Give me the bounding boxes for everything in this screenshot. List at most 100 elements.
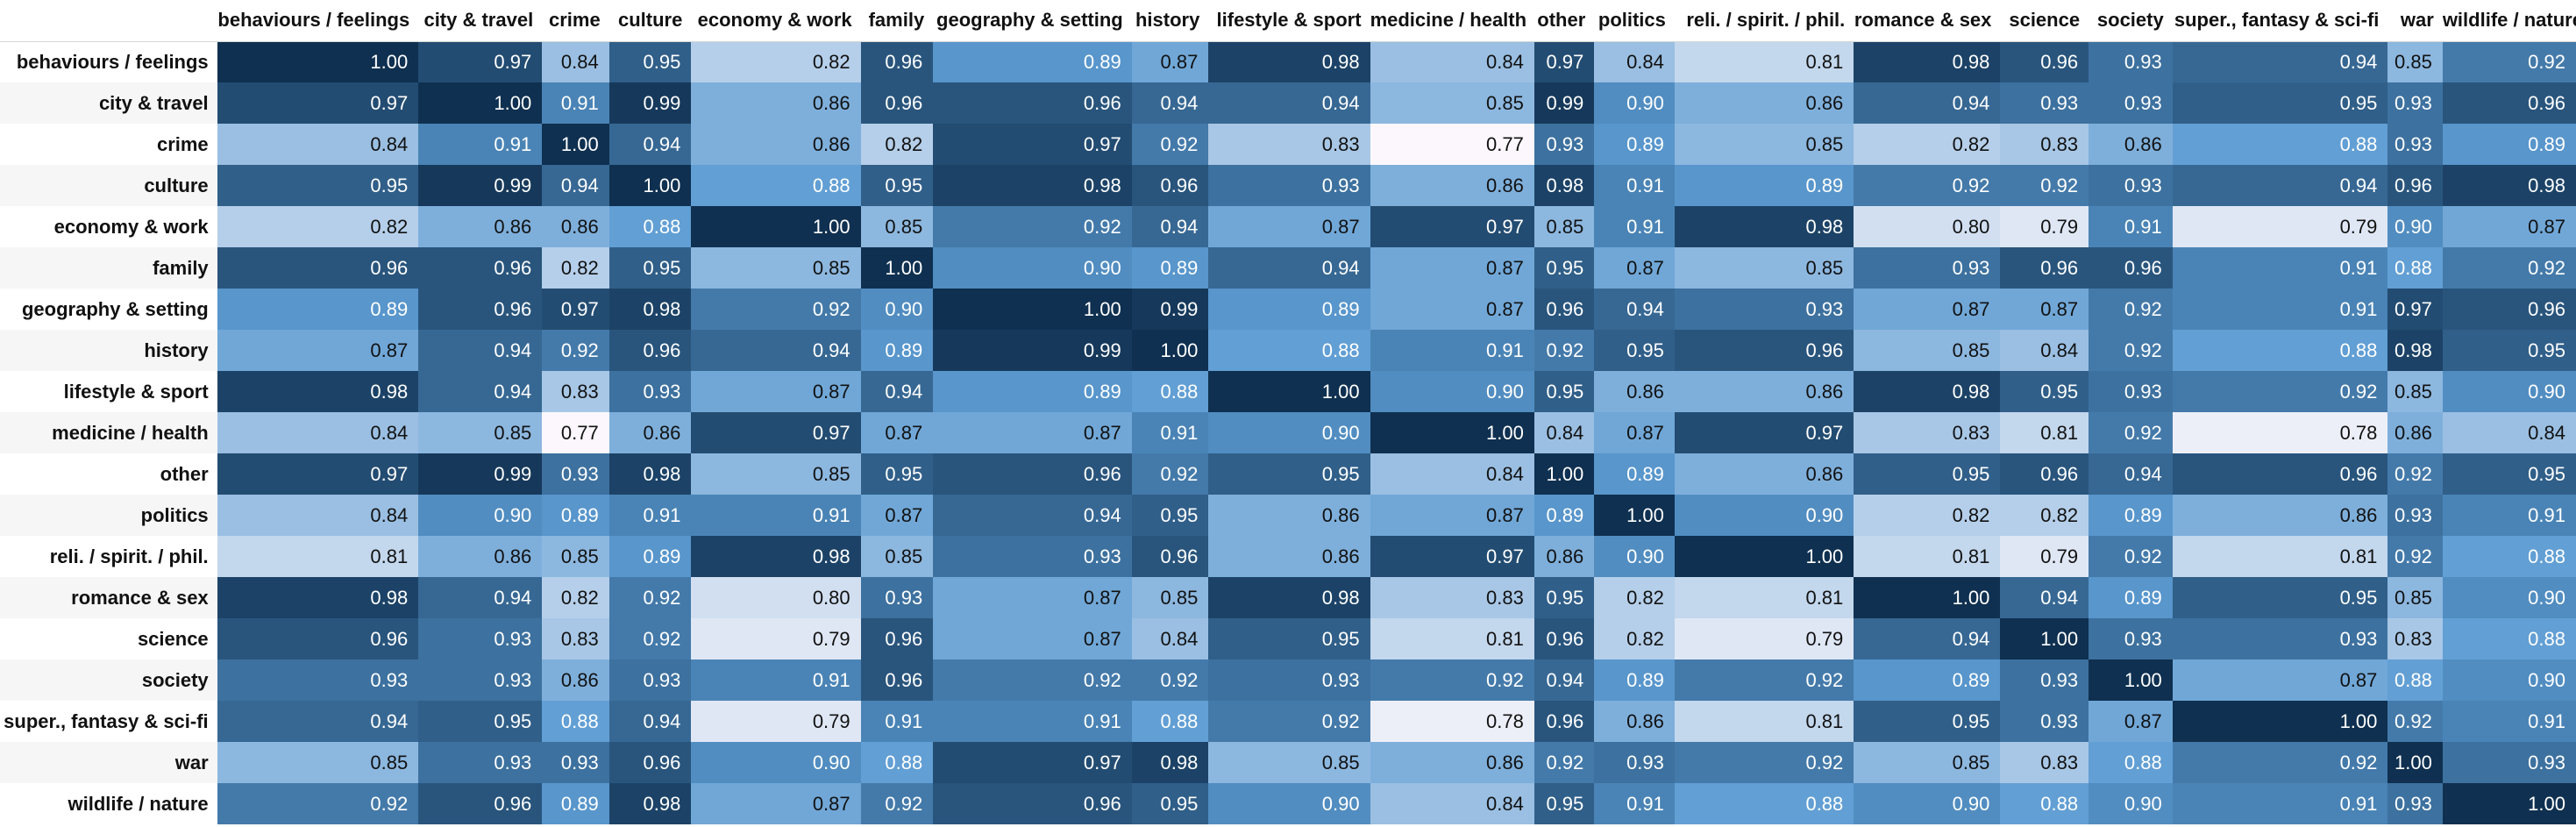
heatmap-cell: 0.77 [542, 412, 609, 453]
heatmap-cell: 0.94 [542, 165, 609, 206]
column-header: war [2387, 0, 2443, 42]
heatmap-cell: 0.79 [2000, 206, 2089, 247]
heatmap-row: other 0.97 0.99 0.93 0.98 0.85 0.95 0.96 0.92 0.9… [0, 453, 2576, 495]
heatmap-cell: 0.84 [1370, 41, 1534, 82]
heatmap-cell: 0.90 [1854, 783, 2001, 824]
heatmap-cell: 0.92 [1534, 330, 1595, 371]
heatmap-cell: 0.82 [2000, 495, 2089, 536]
heatmap-cell: 0.99 [933, 330, 1132, 371]
heatmap-cell: 0.93 [2089, 165, 2173, 206]
heatmap-cell: 0.87 [1594, 247, 1675, 289]
heatmap-cell: 0.91 [691, 659, 861, 701]
heatmap-cell: 0.94 [1131, 206, 1209, 247]
heatmap-cell: 0.93 [1208, 165, 1370, 206]
heatmap-cell: 1.00 [860, 247, 934, 289]
heatmap-cell: 0.93 [933, 536, 1132, 577]
row-label: politics [0, 495, 217, 536]
heatmap-cell: 0.89 [933, 371, 1132, 412]
heatmap-cell: 0.95 [418, 701, 543, 742]
heatmap-cell: 0.98 [1854, 371, 2001, 412]
heatmap-cell: 0.95 [1208, 618, 1370, 659]
heatmap-cell: 0.91 [2442, 495, 2576, 536]
heatmap-cell: 0.97 [1534, 41, 1595, 82]
heatmap-cell: 0.87 [217, 330, 419, 371]
heatmap-cell: 0.82 [1594, 618, 1675, 659]
heatmap-cell: 0.85 [1131, 577, 1209, 618]
row-label: romance & sex [0, 577, 217, 618]
heatmap-cell: 0.90 [1208, 783, 1370, 824]
heatmap-cell: 0.96 [933, 82, 1132, 124]
heatmap-cell: 0.88 [1131, 371, 1209, 412]
heatmap-cell: 0.85 [691, 247, 861, 289]
column-header: geography & setting [933, 0, 1132, 42]
heatmap-cell: 0.88 [2000, 783, 2089, 824]
heatmap-cell: 0.84 [1534, 412, 1595, 453]
heatmap-cell: 0.85 [542, 536, 609, 577]
heatmap-cell: 0.85 [1854, 742, 2001, 783]
heatmap-cell: 0.91 [418, 124, 543, 165]
heatmap-cell: 1.00 [2172, 701, 2388, 742]
column-header: medicine / health [1370, 0, 1534, 42]
heatmap-cell: 0.94 [2000, 577, 2089, 618]
heatmap-cell: 1.00 [2000, 618, 2089, 659]
column-header: romance & sex [1854, 0, 2001, 42]
heatmap-cell: 0.92 [1131, 124, 1209, 165]
heatmap-cell: 0.98 [217, 371, 419, 412]
column-header: family [860, 0, 934, 42]
heatmap-cell: 0.95 [2000, 371, 2089, 412]
row-label: reli. / spirit. / phil. [0, 536, 217, 577]
heatmap-cell: 0.98 [2387, 330, 2443, 371]
heatmap-cell: 0.86 [1674, 453, 1854, 495]
heatmap-cell: 0.87 [1370, 289, 1534, 330]
heatmap-cell: 0.85 [691, 453, 861, 495]
heatmap-cell: 0.86 [691, 124, 861, 165]
heatmap-cell: 0.97 [933, 742, 1132, 783]
heatmap-cell: 0.86 [691, 82, 861, 124]
heatmap-cell: 0.97 [1674, 412, 1854, 453]
heatmap-cell: 0.95 [1131, 495, 1209, 536]
heatmap-cell: 0.94 [933, 495, 1132, 536]
heatmap-cell: 0.99 [1131, 289, 1209, 330]
row-label: economy & work [0, 206, 217, 247]
heatmap-cell: 0.80 [1854, 206, 2001, 247]
heatmap-cell: 0.91 [1594, 783, 1675, 824]
heatmap-cell: 0.96 [2000, 41, 2089, 82]
column-header: lifestyle & sport [1208, 0, 1370, 42]
heatmap-cell: 0.93 [2000, 82, 2089, 124]
heatmap-row: culture 0.95 0.99 0.94 1.00 0.88 0.95 0.98 0.96 0… [0, 165, 2576, 206]
heatmap-cell: 0.94 [1534, 659, 1595, 701]
heatmap-cell: 0.87 [2000, 289, 2089, 330]
heatmap-cell: 0.92 [2442, 247, 2576, 289]
heatmap-cell: 0.96 [1534, 701, 1595, 742]
heatmap-row: wildlife / nature 0.92 0.96 0.89 0.98 0.87 0.9… [0, 783, 2576, 824]
heatmap-cell: 0.91 [860, 701, 934, 742]
heatmap-cell: 0.96 [1674, 330, 1854, 371]
heatmap-cell: 0.90 [1208, 412, 1370, 453]
heatmap-cell: 0.85 [1674, 124, 1854, 165]
heatmap-cell: 0.92 [1674, 659, 1854, 701]
heatmap-cell: 0.96 [608, 742, 692, 783]
column-header: society [2089, 0, 2173, 42]
column-header: reli. / spirit. / phil. [1674, 0, 1854, 42]
heatmap-cell: 0.93 [1854, 247, 2001, 289]
heatmap-cell: 0.93 [1208, 659, 1370, 701]
column-header: city & travel [418, 0, 543, 42]
heatmap-cell: 0.92 [1370, 659, 1534, 701]
heatmap-cell: 0.91 [542, 82, 609, 124]
heatmap-cell: 0.93 [418, 659, 543, 701]
heatmap-cell: 0.93 [2000, 659, 2089, 701]
heatmap-cell: 0.92 [1674, 742, 1854, 783]
heatmap-cell: 0.86 [1370, 742, 1534, 783]
heatmap-cell: 0.84 [217, 124, 419, 165]
heatmap-cell: 0.88 [2387, 247, 2443, 289]
heatmap-cell: 0.89 [1854, 659, 2001, 701]
row-label: family [0, 247, 217, 289]
heatmap-cell: 0.82 [1594, 577, 1675, 618]
heatmap-cell: 0.93 [2387, 82, 2443, 124]
heatmap-cell: 0.93 [2089, 371, 2173, 412]
heatmap-cell: 0.82 [860, 124, 934, 165]
column-header: wildlife / nature [2442, 0, 2576, 42]
heatmap-cell: 0.98 [1208, 577, 1370, 618]
heatmap-cell: 0.96 [860, 82, 934, 124]
